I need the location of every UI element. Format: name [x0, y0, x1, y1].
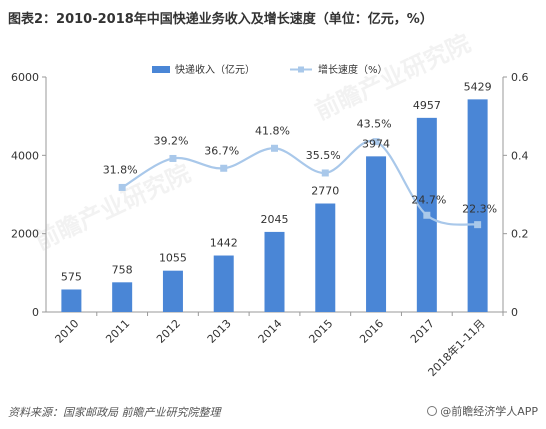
bar-value-label: 575 [61, 270, 82, 283]
growth-point [372, 138, 380, 146]
bar-value-label: 2045 [261, 213, 289, 226]
bar [213, 255, 234, 312]
y-left-tick-label: 2000 [11, 228, 39, 241]
bar [366, 156, 387, 312]
growth-line [121, 139, 478, 226]
growth-point [271, 144, 278, 152]
brand-logo-icon [427, 406, 438, 416]
y-right-tick-label: 0.6 [511, 71, 529, 84]
legend-label-line: 增长速度（%） [318, 63, 388, 76]
data-labels: 575 758 1055 1442 2045 2770 3974 4957 5429 31.8% 3… [61, 80, 497, 283]
x-tick-label: 2011 [103, 317, 132, 346]
bar [467, 99, 488, 312]
growth-point [423, 211, 431, 219]
bar [264, 231, 285, 312]
legend: 快递收入（亿元） 增长速度（%） [152, 63, 388, 76]
growth-value-label: 35.5% [306, 149, 341, 162]
bar-value-label: 3974 [362, 137, 390, 150]
bar [112, 282, 133, 312]
growth-value-label: 36.7% [204, 144, 239, 157]
x-tick-label: 2015 [306, 317, 335, 346]
x-tick-label: 2016 [357, 317, 386, 346]
chart-title: 图表2：2010-2018年中国快递业务收入及增长速度（单位：亿元，%） [8, 12, 433, 27]
brand-label: @前瞻经济学人APP [440, 405, 538, 418]
legend-label-bar: 快递收入（亿元） [175, 63, 255, 76]
x-tick-label: 2013 [205, 317, 234, 346]
growth-point [169, 154, 177, 162]
bar-value-label: 4957 [413, 99, 441, 112]
bar [61, 289, 82, 312]
growth-point [220, 164, 228, 172]
y-left-tick-label: 4000 [11, 149, 39, 162]
brand-credit: @前瞻经济学人APP [427, 403, 538, 419]
growth-point [118, 183, 126, 191]
bar [315, 203, 336, 312]
bar-value-label: 758 [112, 263, 133, 276]
x-tick-label: 2010 [53, 317, 82, 346]
y-left-tick-label: 6000 [11, 71, 39, 84]
legend-marker-line [298, 66, 304, 73]
bar-value-label: 5429 [464, 80, 492, 93]
growth-value-label: 24.7% [411, 193, 446, 206]
growth-value-label: 31.8% [103, 163, 138, 176]
bar-value-label: 2770 [311, 185, 339, 198]
y-left-tick-label: 0 [32, 306, 39, 319]
growth-value-label: 39.2% [153, 134, 188, 147]
bar [162, 270, 183, 312]
bar-value-label: 1055 [159, 252, 187, 265]
x-tick-label: 2012 [154, 317, 183, 346]
y-right-tick-label: 0.2 [511, 228, 529, 241]
growth-value-label: 22.3% [462, 203, 497, 216]
growth-value-label: 43.5% [357, 118, 392, 131]
growth-point [474, 221, 482, 229]
watermark-text: 前瞻产业研究院 [311, 29, 475, 125]
growth-point [321, 169, 329, 177]
bar-value-label: 1442 [210, 237, 238, 250]
bar-series [61, 99, 488, 312]
y-right-tick-label: 0 [511, 306, 518, 319]
line-series [118, 138, 482, 229]
source-note: 资料来源：国家邮政局 前瞻产业研究院整理 [8, 406, 221, 419]
x-tick-label: 2014 [256, 317, 285, 346]
y-right-tick-label: 0.4 [511, 149, 529, 162]
x-tick-label: 2017 [408, 317, 437, 346]
growth-value-label: 41.8% [255, 124, 290, 137]
legend-swatch-bar [152, 66, 170, 73]
